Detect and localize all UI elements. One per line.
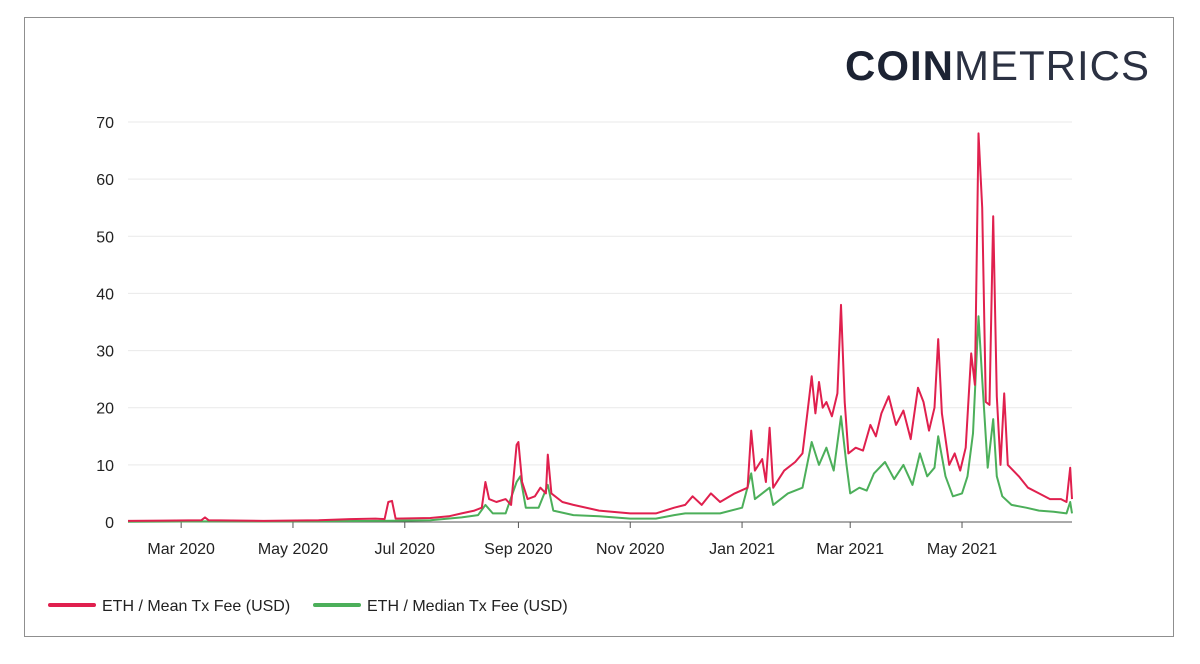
x-axis: Mar 2020 May 2020 Jul 2020 Sep 2020 Nov 2020… <box>128 521 1072 558</box>
x-tick-label: Mar 2021 <box>816 541 884 558</box>
y-tick-label: 60 <box>96 172 114 189</box>
x-tick-label: Jul 2020 <box>375 541 436 558</box>
x-tick-label: May 2020 <box>258 541 328 558</box>
coinmetrics-logo: COINMETRICS <box>845 42 1150 90</box>
logo-text-light: METRICS <box>954 42 1150 89</box>
x-tick-label: Jan 2021 <box>709 541 775 558</box>
y-tick-label: 40 <box>96 286 114 303</box>
x-tick-label: Mar 2020 <box>147 541 215 558</box>
median-tx-fee-line <box>127 315 1073 523</box>
legend: ETH / Mean Tx Fee (USD) ETH / Median Tx F… <box>48 598 568 615</box>
grid-lines <box>128 121 1072 466</box>
series-lines <box>127 132 1073 523</box>
y-tick-label: 0 <box>105 515 114 532</box>
y-tick-label: 10 <box>96 458 114 475</box>
x-tick-label: Nov 2020 <box>596 541 665 558</box>
logo-text-bold: COIN <box>845 42 954 89</box>
legend-label-mean: ETH / Mean Tx Fee (USD) <box>102 598 290 615</box>
x-tick-label: May 2021 <box>927 541 997 558</box>
legend-label-median: ETH / Median Tx Fee (USD) <box>367 598 568 615</box>
y-tick-label: 50 <box>96 229 114 246</box>
y-axis: 0 10 20 30 40 50 60 70 <box>96 115 114 532</box>
x-tick-label: Sep 2020 <box>484 541 553 558</box>
y-tick-label: 20 <box>96 401 114 418</box>
chart-frame <box>24 17 1174 637</box>
y-tick-label: 30 <box>96 344 114 361</box>
mean-tx-fee-line <box>127 132 1073 522</box>
y-tick-label: 70 <box>96 115 114 132</box>
